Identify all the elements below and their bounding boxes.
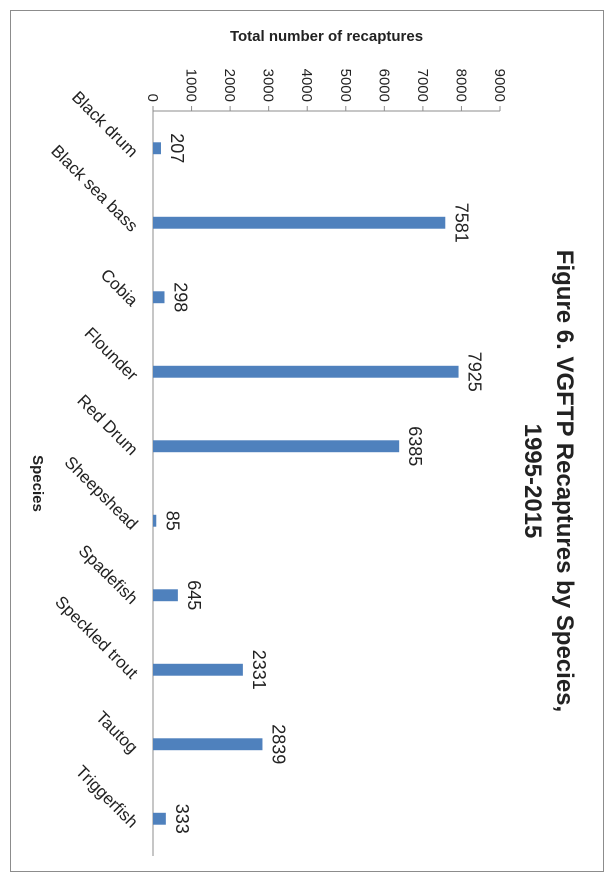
data-label: 85 (162, 511, 182, 531)
data-label: 6385 (405, 426, 425, 466)
y-ticks: 0 1000 2000 3000 4000 5000 6000 7000 8000 9000 (144, 69, 508, 111)
y-tick-label: 7000 (414, 69, 431, 102)
bar-chart: Figure 6. VGFTP Recaptures by Species, 1… (29, 28, 578, 856)
data-label: 7581 (451, 203, 471, 243)
bars (152, 142, 459, 825)
y-tick-label: 9000 (491, 69, 508, 102)
chart-title-line-2: 1995-2015 (519, 424, 546, 539)
category-label: Red Drum (73, 391, 141, 459)
data-label: 207 (167, 133, 187, 163)
bar (153, 216, 446, 229)
data-label: 298 (170, 282, 190, 312)
chart-frame: Figure 6. VGFTP Recaptures by Species, 1… (10, 10, 604, 872)
data-labels: 207 7581 298 7925 6385 85 645 2331 2839 333 (162, 133, 484, 834)
data-label: 645 (184, 580, 204, 610)
category-label: Spadefish (75, 541, 142, 608)
bar (153, 291, 165, 304)
bar (153, 738, 263, 751)
y-tick-label: 2000 (221, 69, 238, 102)
category-label: Tautog (92, 708, 142, 758)
category-label: Black drum (68, 88, 142, 162)
bar (153, 589, 178, 602)
y-tick-label: 6000 (375, 69, 392, 102)
category-label: Triggerfish (72, 762, 142, 832)
y-tick-label: 3000 (260, 69, 277, 102)
y-tick-label: 4000 (298, 69, 315, 102)
y-tick-label: 8000 (452, 69, 469, 102)
y-tick-label: 1000 (183, 69, 200, 102)
x-axis-title: Species (29, 455, 46, 512)
chart-title-line-1: Figure 6. VGFTP Recaptures by Species, (551, 250, 578, 712)
bar (152, 514, 157, 527)
data-label: 333 (172, 804, 192, 834)
data-label: 2839 (268, 724, 288, 764)
bar (152, 142, 161, 155)
bar (153, 440, 400, 453)
data-label: 2331 (249, 650, 269, 690)
category-label: Sheepshead (61, 453, 142, 534)
bar (152, 663, 243, 676)
y-tick-label: 5000 (337, 69, 354, 102)
data-label: 7925 (465, 352, 485, 392)
y-tick-label: 0 (144, 94, 161, 102)
category-label: Flounder (81, 324, 142, 385)
category-label: Cobia (97, 265, 142, 310)
bar (152, 812, 166, 825)
bar (153, 365, 459, 378)
y-axis-title: Total number of recaptures (230, 28, 423, 45)
